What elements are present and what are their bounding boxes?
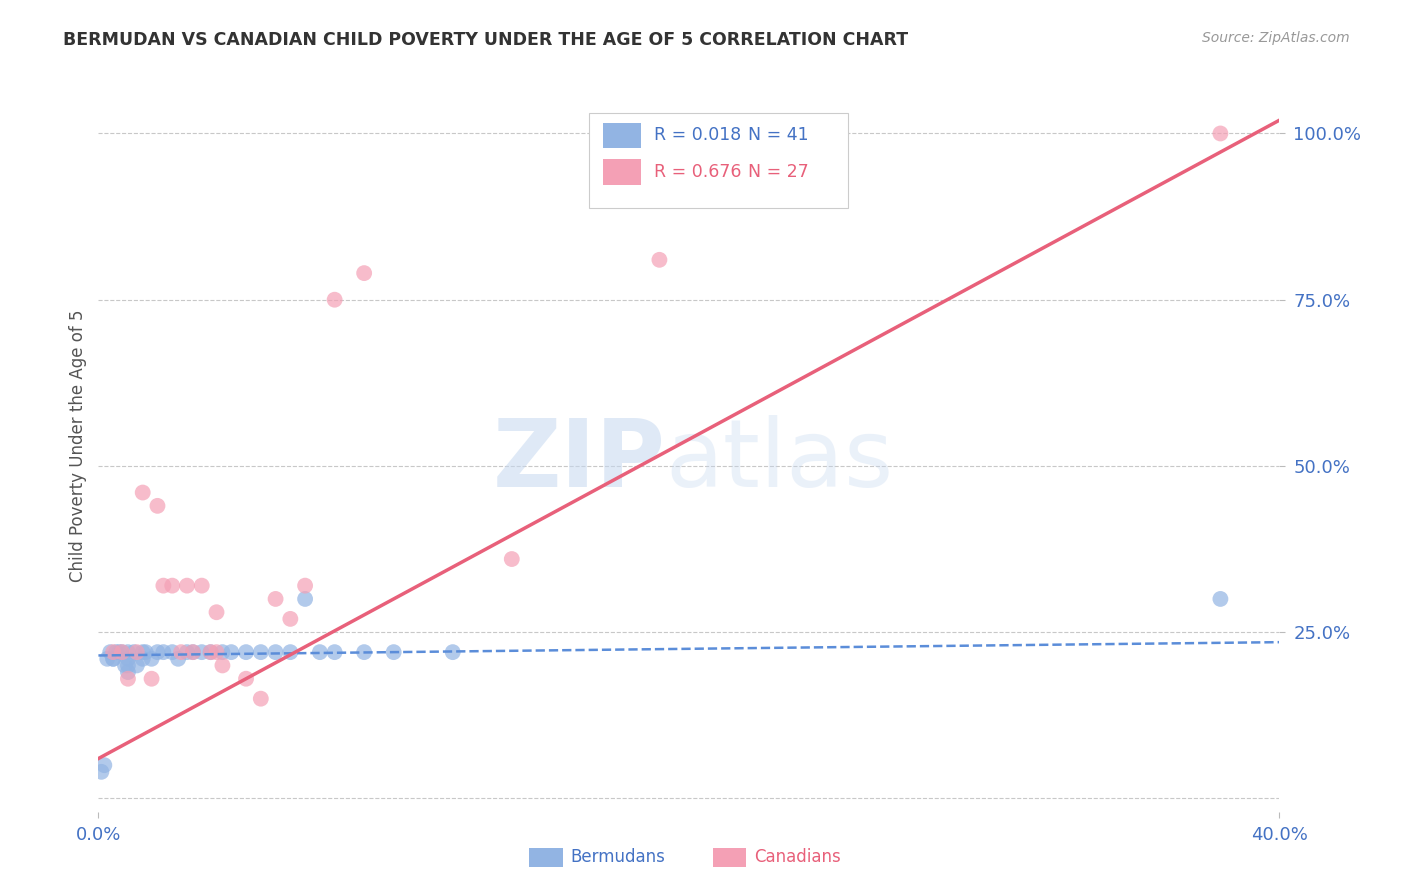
Point	[1209, 127, 1232, 141]
Point	[1209, 591, 1232, 606]
Point	[135, 645, 157, 659]
Point	[205, 645, 228, 659]
Point	[111, 645, 134, 659]
Point	[309, 645, 332, 659]
Point	[167, 652, 190, 666]
Point	[501, 552, 523, 566]
Point	[117, 652, 139, 666]
Point	[250, 691, 273, 706]
Point	[105, 645, 128, 659]
Point	[323, 645, 346, 659]
FancyBboxPatch shape	[603, 123, 641, 148]
Point	[264, 645, 287, 659]
Point	[294, 579, 316, 593]
Point	[353, 645, 375, 659]
Point	[108, 645, 131, 659]
Point	[141, 672, 163, 686]
Point	[96, 652, 118, 666]
Y-axis label: Child Poverty Under the Age of 5: Child Poverty Under the Age of 5	[69, 310, 87, 582]
Point	[191, 579, 214, 593]
Point	[211, 658, 233, 673]
Point	[264, 591, 287, 606]
Text: R = 0.018: R = 0.018	[654, 126, 741, 145]
Point	[323, 293, 346, 307]
Point	[111, 645, 134, 659]
FancyBboxPatch shape	[713, 848, 745, 867]
Point	[162, 645, 183, 659]
Point	[382, 645, 405, 659]
Point	[353, 266, 375, 280]
Point	[181, 645, 204, 659]
Text: BERMUDAN VS CANADIAN CHILD POVERTY UNDER THE AGE OF 5 CORRELATION CHART: BERMUDAN VS CANADIAN CHILD POVERTY UNDER…	[63, 31, 908, 49]
Point	[117, 645, 139, 659]
Point	[125, 658, 148, 673]
Point	[235, 645, 257, 659]
Point	[170, 645, 193, 659]
Point	[280, 645, 302, 659]
Text: N = 41: N = 41	[748, 126, 808, 145]
FancyBboxPatch shape	[589, 113, 848, 209]
Point	[114, 658, 136, 673]
Point	[132, 652, 155, 666]
FancyBboxPatch shape	[530, 848, 562, 867]
Point	[132, 485, 155, 500]
Point	[250, 645, 273, 659]
Point	[146, 645, 169, 659]
Point	[146, 499, 169, 513]
Point	[181, 645, 204, 659]
Point	[117, 672, 139, 686]
FancyBboxPatch shape	[603, 160, 641, 185]
Point	[162, 579, 183, 593]
Text: atlas: atlas	[665, 415, 894, 507]
Point	[176, 579, 198, 593]
Point	[117, 665, 139, 679]
Point	[90, 764, 112, 779]
Point	[280, 612, 302, 626]
Text: Source: ZipAtlas.com: Source: ZipAtlas.com	[1202, 31, 1350, 45]
Point	[205, 605, 228, 619]
Point	[103, 652, 125, 666]
Point	[152, 579, 174, 593]
Point	[648, 252, 671, 267]
Point	[103, 645, 125, 659]
Point	[152, 645, 174, 659]
Point	[98, 645, 121, 659]
Point	[141, 652, 163, 666]
Text: Bermudans: Bermudans	[571, 848, 665, 866]
Point	[441, 645, 464, 659]
Point	[125, 645, 148, 659]
Point	[176, 645, 198, 659]
Point	[294, 591, 316, 606]
Point	[103, 652, 125, 666]
Point	[93, 758, 115, 772]
Point	[221, 645, 243, 659]
Text: R = 0.676: R = 0.676	[654, 162, 741, 181]
Point	[200, 645, 222, 659]
Text: N = 27: N = 27	[748, 162, 808, 181]
Point	[211, 645, 233, 659]
Point	[122, 645, 145, 659]
Point	[117, 658, 139, 673]
Text: Canadians: Canadians	[754, 848, 841, 866]
Text: ZIP: ZIP	[492, 415, 665, 507]
Point	[191, 645, 214, 659]
Point	[235, 672, 257, 686]
Point	[200, 645, 222, 659]
Point	[132, 645, 155, 659]
